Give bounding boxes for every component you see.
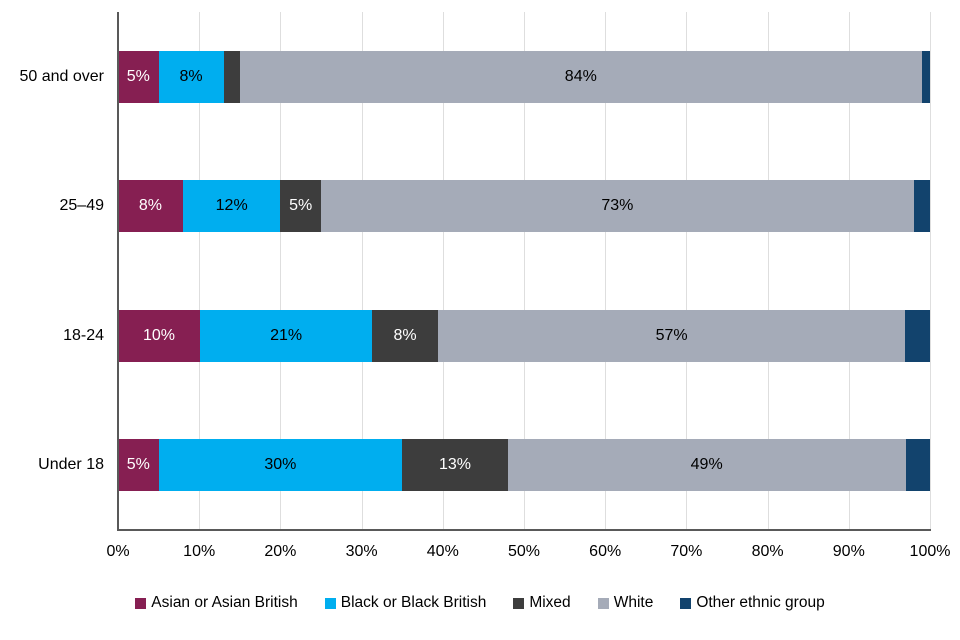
bar-segment: 13% xyxy=(402,439,508,492)
x-axis-line xyxy=(117,529,931,531)
bar-segment: 57% xyxy=(437,309,906,362)
bar-segment: 49% xyxy=(507,439,906,492)
bar-segment: 21% xyxy=(200,309,373,362)
stacked-bar: 10% 21% 8% 57% xyxy=(118,309,930,362)
category-label: 18-24 xyxy=(63,326,104,344)
bar-segment: 73% xyxy=(320,180,914,233)
bar-row: 10% 21% 8% 57% xyxy=(118,271,930,401)
x-axis-tick-label: 30% xyxy=(345,543,378,560)
gridline-100 xyxy=(930,12,931,530)
legend-label: Asian or Asian British xyxy=(151,594,298,611)
legend-swatch-icon xyxy=(324,597,336,609)
gridline-80 xyxy=(767,12,769,530)
legend-item: Mixed xyxy=(513,594,571,612)
plot-area: 5% 8% 84% 8% 12% 5% 73% 10% 21% 8% 57% 5% 30% 13% 49% xyxy=(118,12,931,531)
gridline-70 xyxy=(686,12,688,530)
bar-segment: 10% xyxy=(118,309,201,362)
bar-row: 8% 12% 5% 73% xyxy=(118,142,930,272)
bar-segment xyxy=(223,50,240,103)
gridline-40 xyxy=(442,12,444,530)
category-label: 50 and over xyxy=(19,67,104,85)
stacked-bar: 5% 30% 13% 49% xyxy=(118,439,930,492)
gridline-30 xyxy=(361,12,363,530)
x-axis-tick-label: 40% xyxy=(426,543,459,560)
bar-segment xyxy=(905,439,930,492)
legend-label: Black or Black British xyxy=(340,594,487,611)
legend: Asian or Asian British Black or Black Bri… xyxy=(0,594,960,612)
bar-segment xyxy=(905,309,930,362)
bar-segment: 5% xyxy=(118,50,159,103)
stacked-bar: 5% 8% 84% xyxy=(118,50,930,103)
bar-segment: 8% xyxy=(158,50,224,103)
gridline-50 xyxy=(524,12,525,530)
x-axis-tick-label: 100% xyxy=(909,543,951,560)
bar-segment: 5% xyxy=(118,439,159,492)
legend-item: White xyxy=(597,594,654,612)
x-axis-tick-label: 10% xyxy=(183,543,216,560)
legend-swatch-icon xyxy=(680,597,692,609)
legend-item: Black or Black British xyxy=(324,594,487,612)
x-axis-tick-label: 0% xyxy=(106,543,130,560)
stacked-bar: 8% 12% 5% 73% xyxy=(118,180,930,233)
x-axis-tick-label: 90% xyxy=(832,543,865,560)
legend-item: Asian or Asian British xyxy=(135,594,298,612)
bar-row: 5% 30% 13% 49% xyxy=(118,401,930,531)
x-axis-tick-label: 50% xyxy=(507,543,541,560)
x-axis-tick-label: 60% xyxy=(589,543,622,560)
legend-swatch-icon xyxy=(597,597,609,609)
category-label: Under 18 xyxy=(38,456,104,474)
legend-label: Other ethnic group xyxy=(696,594,825,611)
x-axis-tick-label: 70% xyxy=(670,543,703,560)
legend-swatch-icon xyxy=(513,597,525,609)
bar-segment xyxy=(921,50,930,103)
category-labels: 50 and over 25–49 18-24 Under 18 xyxy=(0,12,104,530)
bar-segment: 8% xyxy=(372,309,438,362)
legend-label: White xyxy=(613,594,654,611)
category-label: 25–49 xyxy=(59,197,105,215)
bar-segment: 30% xyxy=(158,439,403,492)
bar-segment: 5% xyxy=(280,180,321,233)
bar-segment xyxy=(913,180,930,233)
legend-swatch-icon xyxy=(135,597,147,609)
x-axis-tick-labels: 0% 10% 20% 30% 40% 50% 60% 70% 80% 90% 100% xyxy=(106,543,950,565)
legend-label: Mixed xyxy=(529,594,571,611)
bar-segment: 12% xyxy=(182,180,281,233)
gridline-10 xyxy=(199,12,201,530)
legend-item: Other ethnic group xyxy=(680,594,825,612)
bar-segment: 8% xyxy=(118,180,183,233)
gridline-20 xyxy=(280,12,282,530)
x-axis-tick-label: 80% xyxy=(751,543,784,560)
y-axis-line xyxy=(117,12,119,530)
gridline-90 xyxy=(848,12,850,530)
bar-segment: 84% xyxy=(239,50,922,103)
gridline-60 xyxy=(605,12,607,530)
bar-row: 5% 8% 84% xyxy=(118,12,930,142)
x-axis-tick-label: 20% xyxy=(264,543,297,560)
